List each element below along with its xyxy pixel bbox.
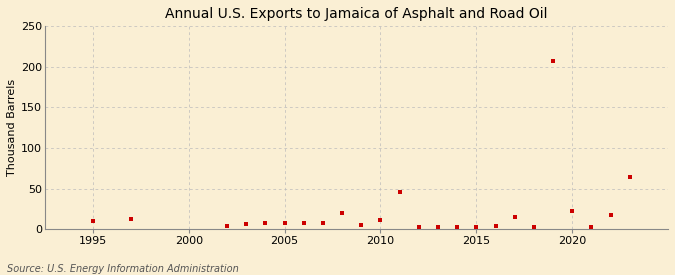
Point xyxy=(567,209,578,213)
Point xyxy=(471,224,482,229)
Point xyxy=(547,59,558,63)
Point xyxy=(337,211,348,215)
Point xyxy=(375,218,386,222)
Text: Source: U.S. Energy Information Administration: Source: U.S. Energy Information Administ… xyxy=(7,264,238,274)
Title: Annual U.S. Exports to Jamaica of Asphalt and Road Oil: Annual U.S. Exports to Jamaica of Asphal… xyxy=(165,7,548,21)
Point xyxy=(433,225,443,230)
Point xyxy=(356,223,367,227)
Point xyxy=(298,221,309,226)
Point xyxy=(452,224,462,229)
Point xyxy=(586,224,597,229)
Point xyxy=(279,221,290,225)
Point xyxy=(510,215,520,219)
Point xyxy=(490,224,501,228)
Point xyxy=(605,212,616,217)
Point xyxy=(241,222,252,226)
Point xyxy=(414,224,425,229)
Point xyxy=(126,217,136,222)
Point xyxy=(88,219,99,223)
Point xyxy=(221,224,232,228)
Point xyxy=(624,175,635,179)
Point xyxy=(529,224,539,229)
Y-axis label: Thousand Barrels: Thousand Barrels xyxy=(7,79,17,176)
Point xyxy=(260,221,271,225)
Point xyxy=(317,221,328,226)
Point xyxy=(394,189,405,194)
